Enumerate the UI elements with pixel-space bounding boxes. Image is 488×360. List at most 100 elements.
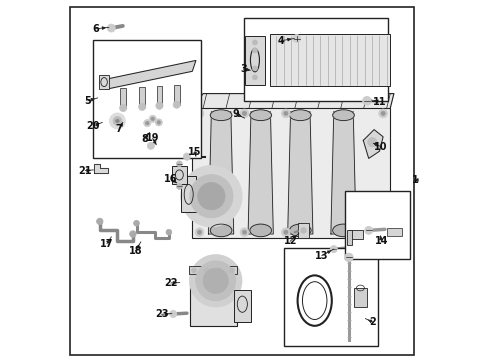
Text: 12: 12: [283, 236, 296, 246]
Text: 17: 17: [100, 239, 114, 249]
Circle shape: [183, 153, 190, 160]
Circle shape: [252, 48, 257, 53]
Text: 11: 11: [372, 96, 386, 107]
Circle shape: [380, 230, 385, 234]
Circle shape: [204, 268, 209, 273]
Circle shape: [157, 121, 160, 124]
Circle shape: [362, 96, 370, 105]
Circle shape: [203, 268, 228, 293]
Bar: [284, 248, 377, 346]
Circle shape: [173, 101, 180, 108]
Text: 16: 16: [164, 174, 178, 184]
Text: 3: 3: [240, 64, 246, 74]
Polygon shape: [192, 94, 393, 108]
Circle shape: [283, 230, 287, 234]
Circle shape: [147, 142, 154, 149]
Bar: [120, 88, 126, 108]
Bar: [345, 191, 409, 259]
Ellipse shape: [289, 110, 310, 121]
Text: 14: 14: [374, 236, 387, 246]
Bar: [189, 268, 236, 326]
Circle shape: [166, 229, 171, 235]
Text: 18: 18: [128, 246, 142, 256]
Circle shape: [176, 161, 182, 167]
Circle shape: [380, 111, 385, 116]
Ellipse shape: [249, 110, 271, 121]
Ellipse shape: [332, 110, 354, 121]
Ellipse shape: [297, 275, 331, 326]
Polygon shape: [330, 112, 355, 234]
Bar: [156, 86, 162, 106]
Circle shape: [113, 117, 122, 125]
Circle shape: [344, 253, 352, 262]
Circle shape: [143, 120, 151, 127]
Text: 22: 22: [164, 278, 178, 288]
Bar: [174, 85, 179, 105]
Circle shape: [378, 109, 386, 118]
Circle shape: [292, 35, 300, 42]
Bar: [244, 18, 387, 101]
Circle shape: [195, 109, 203, 118]
Bar: [99, 75, 109, 89]
Circle shape: [283, 111, 287, 116]
Text: 19: 19: [145, 133, 159, 143]
Text: 7: 7: [116, 124, 122, 134]
Text: 13: 13: [314, 251, 328, 261]
Ellipse shape: [332, 224, 354, 237]
Circle shape: [242, 111, 246, 116]
Text: 4: 4: [277, 36, 284, 46]
Polygon shape: [106, 60, 196, 89]
Bar: [171, 166, 186, 184]
Circle shape: [364, 226, 372, 234]
Bar: [181, 176, 196, 212]
Text: 23: 23: [155, 309, 168, 319]
Circle shape: [367, 138, 376, 147]
Text: 1: 1: [411, 175, 418, 185]
Circle shape: [378, 228, 386, 237]
Circle shape: [138, 103, 145, 111]
Circle shape: [120, 104, 126, 112]
Ellipse shape: [210, 224, 231, 237]
Circle shape: [281, 109, 289, 118]
Text: 9: 9: [232, 109, 239, 119]
Circle shape: [196, 261, 235, 301]
Bar: [269, 34, 389, 86]
Circle shape: [109, 113, 125, 129]
Bar: [354, 288, 366, 307]
Circle shape: [176, 184, 182, 189]
Circle shape: [197, 183, 224, 210]
Circle shape: [129, 231, 136, 237]
Bar: [93, 40, 201, 158]
Circle shape: [107, 24, 115, 32]
Circle shape: [189, 175, 232, 218]
Circle shape: [240, 109, 248, 118]
Circle shape: [252, 75, 257, 80]
Polygon shape: [208, 112, 233, 234]
Text: 6: 6: [93, 24, 100, 34]
Circle shape: [156, 102, 163, 109]
Text: 21: 21: [79, 166, 92, 176]
Polygon shape: [287, 112, 312, 234]
Bar: [143, 135, 167, 153]
Ellipse shape: [289, 224, 310, 237]
Bar: [192, 108, 389, 238]
Polygon shape: [363, 130, 382, 158]
Circle shape: [169, 310, 177, 318]
Circle shape: [329, 246, 337, 253]
Circle shape: [96, 218, 103, 225]
Bar: [244, 36, 264, 85]
Circle shape: [181, 166, 242, 227]
Circle shape: [195, 228, 203, 237]
Text: 5: 5: [84, 96, 91, 106]
Bar: [139, 87, 145, 107]
Bar: [348, 230, 362, 239]
Circle shape: [242, 230, 246, 234]
Circle shape: [191, 268, 196, 273]
Circle shape: [240, 228, 248, 237]
Circle shape: [216, 268, 222, 273]
Bar: [297, 223, 309, 238]
Polygon shape: [94, 164, 107, 173]
Circle shape: [155, 119, 162, 126]
Text: 15: 15: [188, 147, 201, 157]
Circle shape: [151, 117, 154, 121]
